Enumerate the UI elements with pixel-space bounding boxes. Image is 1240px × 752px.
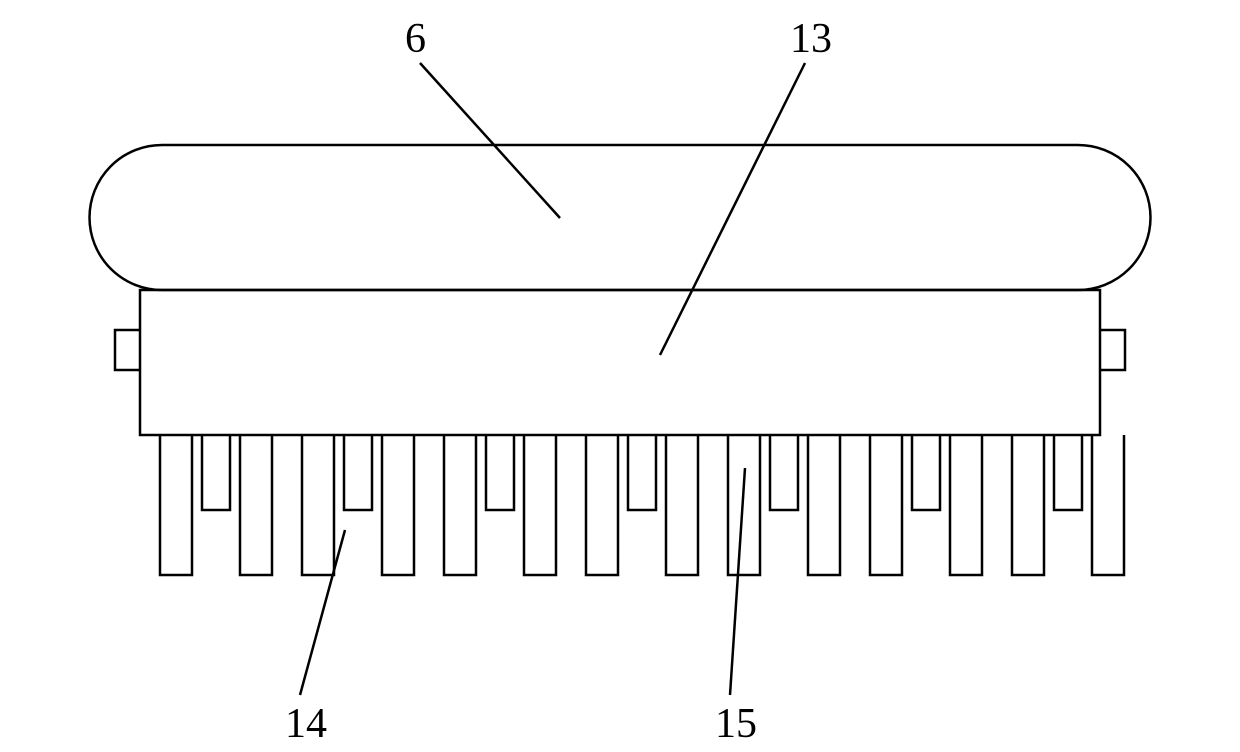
callout-label-15: 15 (715, 700, 757, 748)
diagram-canvas (0, 0, 1240, 752)
callout-label-6: 6 (405, 15, 426, 63)
callout-label-13: 13 (790, 15, 832, 63)
callout-label-14: 14 (285, 700, 327, 748)
